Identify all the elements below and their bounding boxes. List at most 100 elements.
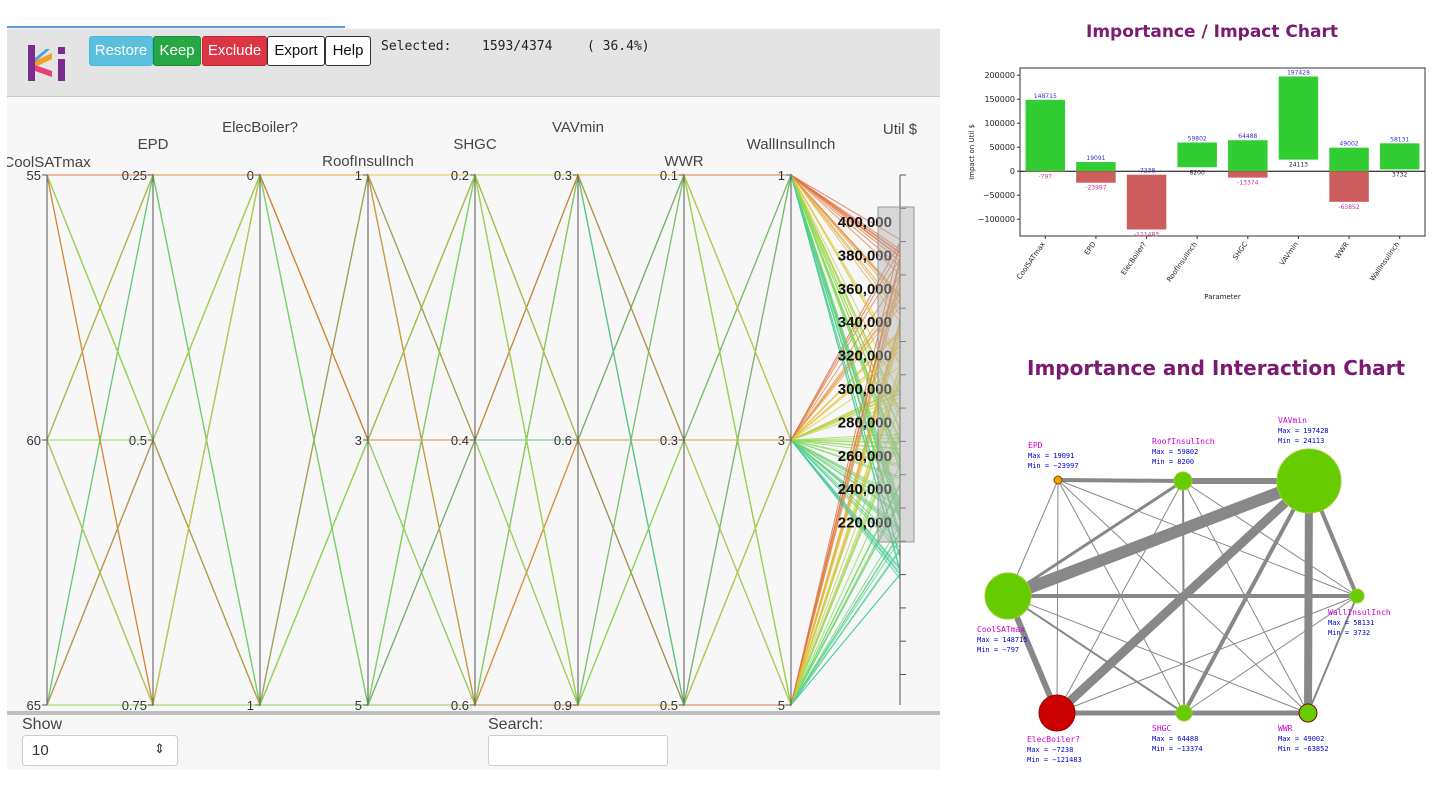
data-line — [46, 174, 901, 442]
node-name-label: CoolSATmax — [977, 625, 1025, 634]
node-max-label: Max = 58131 — [1328, 619, 1374, 627]
bar-label-max: 58131 — [1390, 136, 1409, 143]
tick-label: 60 — [27, 433, 41, 448]
search-input[interactable] — [488, 735, 668, 766]
axis-title: CoolSATmax — [7, 154, 91, 171]
bar-negative — [1126, 174, 1167, 230]
axis-title: ElecBoiler? — [222, 119, 298, 136]
tick-label: 0.4 — [451, 433, 469, 448]
node-name-label: WallInsulInch — [1328, 608, 1391, 617]
tick-label: 0.5 — [129, 433, 147, 448]
bar-label-min: -121483 — [1134, 232, 1159, 239]
node-min-label: Min = −797 — [977, 646, 1019, 654]
tick-label: 0 — [247, 168, 254, 183]
interaction-network-chart: EPD Max = 19091 Min = −23997 RoofInsulInch M… — [977, 416, 1391, 764]
tick-label: 3 — [355, 433, 362, 448]
parallel-coordinates-plot[interactable]: CoolSATmax656055EPD0.750.50.25ElecBoiler… — [7, 97, 940, 711]
bar-label-max: 148715 — [1034, 93, 1057, 100]
keep-button[interactable]: Keep — [153, 36, 201, 66]
tick-label: 0.5 — [660, 698, 678, 711]
parameter-node — [984, 572, 1032, 620]
tick-label: 1 — [247, 698, 254, 711]
node-min-label: Min = 24113 — [1278, 437, 1324, 445]
bar-label-min: -13374 — [1237, 180, 1258, 187]
y-tick-label: −100000 — [978, 215, 1015, 224]
parameter-node — [1276, 448, 1342, 514]
tick-label: 0.2 — [451, 168, 469, 183]
x-tick-label: RoofInsulInch — [1165, 241, 1198, 284]
table-divider — [7, 711, 940, 715]
node-max-label: Max = 19091 — [1028, 452, 1074, 460]
x-tick-label: ElecBoiler? — [1120, 240, 1149, 276]
tick-label: 0.75 — [122, 698, 147, 711]
x-tick-label: WallInsulInch — [1368, 241, 1401, 283]
bar-positive — [1379, 143, 1420, 170]
data-line — [46, 242, 901, 706]
restore-button[interactable]: Restore — [89, 36, 153, 66]
tick-label: 3 — [778, 433, 785, 448]
interaction-edge — [1007, 480, 1184, 597]
parameter-node — [1175, 704, 1193, 722]
node-min-label: Min = 8200 — [1152, 458, 1194, 466]
bar-positive — [1228, 140, 1268, 172]
selected-label: Selected: — [381, 39, 452, 54]
x-tick-label: WWR — [1333, 240, 1350, 260]
help-button[interactable]: Help — [325, 36, 371, 66]
tick-label: 0.9 — [554, 698, 572, 711]
axis-title: VAVmin — [552, 119, 604, 136]
bar-label-min: -797 — [1039, 174, 1053, 181]
y-tick-label: 150000 — [984, 95, 1015, 104]
bar-negative — [1329, 171, 1369, 202]
tick-label: 0.25 — [122, 168, 147, 183]
parallel-coordinates-panel — [7, 28, 940, 770]
axis-title: EPD — [138, 136, 169, 153]
bar-label-max: 64488 — [1238, 133, 1257, 140]
data-line — [47, 174, 901, 442]
y-tick-label: 0 — [1010, 167, 1015, 176]
tick-label: 0.3 — [554, 168, 572, 183]
plot-frame — [1019, 67, 1426, 237]
tick-label: 1 — [355, 168, 362, 183]
parameter-node — [1173, 471, 1193, 491]
tick-label: 5 — [778, 698, 785, 711]
interaction-edge — [1056, 479, 1059, 714]
node-min-label: Min = −121483 — [1027, 756, 1082, 764]
interaction-edge — [1182, 480, 1309, 714]
tick-label: 65 — [27, 698, 41, 711]
show-entries-select[interactable]: 10 ⇕ — [22, 735, 178, 766]
y-axis-label: Impact on Util $ — [968, 124, 976, 180]
bar-label-min: -63852 — [1338, 204, 1359, 211]
export-button[interactable]: Export — [267, 36, 325, 66]
bar-label-max: -7238 — [1138, 168, 1156, 175]
tick-label: 5 — [355, 698, 362, 711]
bar-positive — [1278, 76, 1319, 160]
exclude-button[interactable]: Exclude — [202, 36, 267, 66]
interaction-edge — [1183, 595, 1358, 714]
tick-label: 55 — [27, 168, 41, 183]
node-max-label: Max = 148715 — [977, 636, 1028, 644]
bar-negative — [1076, 171, 1116, 183]
node-name-label: VAVmin — [1278, 416, 1307, 425]
bar-negative — [1228, 171, 1268, 178]
x-tick-label: VAVmin — [1278, 241, 1300, 267]
toolbar: Restore Keep Exclude Export Help Selecte… — [7, 29, 940, 97]
node-max-label: Max = 64488 — [1152, 735, 1198, 743]
data-line — [46, 173, 901, 442]
util-brush-selection[interactable] — [877, 206, 915, 543]
bar-positive — [1329, 147, 1369, 172]
node-min-label: Min = −63852 — [1278, 745, 1329, 753]
y-tick-label: 100000 — [984, 119, 1015, 128]
show-value: 10 — [32, 742, 49, 759]
bar-label-min: -23997 — [1085, 185, 1106, 192]
data-line — [47, 173, 901, 442]
axis-title: Util $ — [883, 121, 918, 138]
bar-label-min: 8200 — [1190, 169, 1205, 176]
node-name-label: ElecBoiler? — [1027, 735, 1080, 744]
node-name-label: RoofInsulInch — [1152, 437, 1215, 446]
parameter-node — [1038, 694, 1076, 732]
interaction-edge — [1057, 479, 1358, 597]
node-name-label: SHGC — [1152, 724, 1171, 733]
interaction-edge — [1007, 595, 1309, 714]
node-min-label: Min = 3732 — [1328, 629, 1370, 637]
axis-title: SHGC — [453, 136, 497, 153]
